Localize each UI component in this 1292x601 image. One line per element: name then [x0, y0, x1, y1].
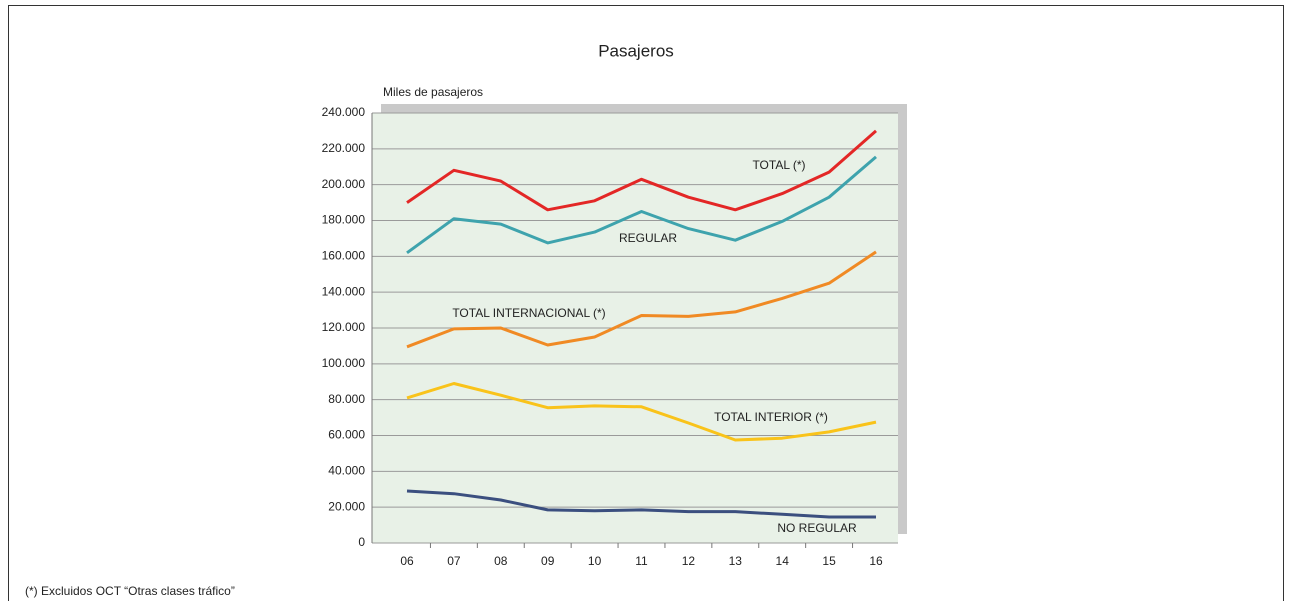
y-tick-label: 160.000 [322, 249, 366, 263]
y-tick-label: 80.000 [328, 392, 365, 406]
series-line [406, 129, 877, 212]
y-tick-label: 20.000 [328, 499, 365, 513]
x-tick-label: 08 [494, 554, 508, 568]
series-line [406, 382, 877, 442]
y-axis-label: Miles de pasajeros [383, 85, 483, 99]
y-tick-label: 100.000 [322, 356, 366, 370]
y-tick-label: 180.000 [322, 213, 366, 227]
frame [8, 5, 1284, 601]
series-label: NO REGULAR [777, 521, 857, 535]
x-tick-label: 14 [776, 554, 790, 568]
x-tick-label: 16 [869, 554, 883, 568]
x-tick-label: 10 [588, 554, 602, 568]
series-label: TOTAL (*) [752, 158, 805, 172]
x-tick-label: 09 [541, 554, 555, 568]
x-tick-label: 06 [400, 554, 414, 568]
x-tick-label: 12 [682, 554, 696, 568]
y-tick-label: 60.000 [328, 428, 365, 442]
x-tick-label: 11 [635, 554, 648, 568]
x-tick-label: 07 [447, 554, 461, 568]
series-label: TOTAL INTERIOR (*) [714, 410, 828, 424]
x-tick-label: 15 [822, 554, 836, 568]
chart-title: Pasajeros [598, 41, 674, 60]
x-tick-label: 13 [729, 554, 743, 568]
series-line [406, 250, 877, 349]
series-label: REGULAR [619, 231, 677, 245]
y-tick-label: 140.000 [322, 284, 366, 298]
y-tick-label: 0 [358, 535, 365, 549]
series-label: TOTAL INTERNACIONAL (*) [452, 306, 605, 320]
y-tick-label: 220.000 [322, 141, 366, 155]
y-tick-label: 120.000 [322, 320, 366, 334]
series-line [406, 155, 877, 255]
y-tick-label: 200.000 [322, 177, 366, 191]
footnote: (*) Excluidos OCT “Otras clases tráfico” [25, 584, 235, 598]
series-line [406, 489, 876, 519]
y-tick-label: 40.000 [328, 464, 365, 478]
y-tick-label: 240.000 [322, 105, 366, 119]
